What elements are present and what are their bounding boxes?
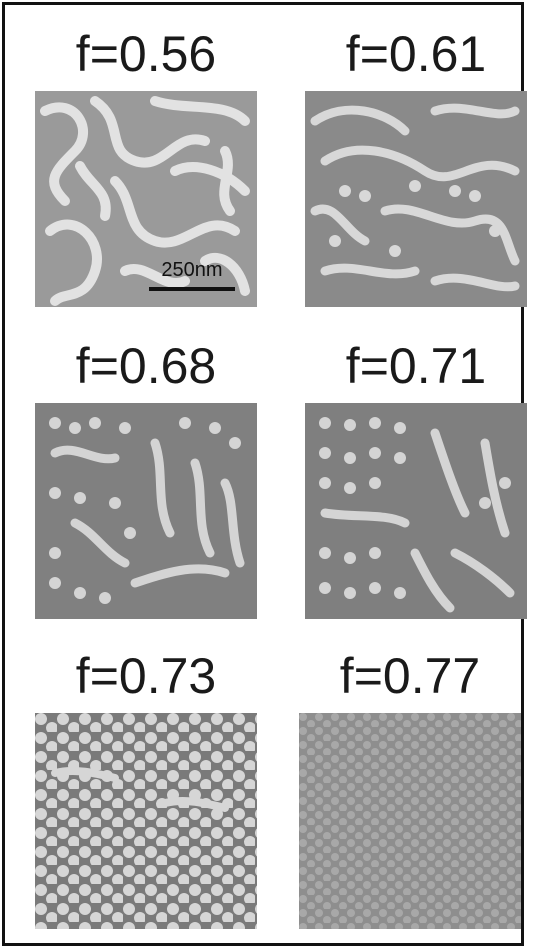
scale-bar-label: 250nm — [161, 259, 223, 281]
panel-label: f=0.68 — [75, 338, 217, 394]
micrograph-image — [305, 91, 527, 307]
panel-label: f=0.56 — [75, 26, 217, 82]
micrograph-image — [35, 403, 257, 619]
panel-f068: f=0.68 — [35, 341, 257, 631]
figure-frame: f=0.56 250nm — [2, 2, 527, 946]
panel-label: f=0.71 — [345, 338, 487, 394]
panel-label: f=0.73 — [75, 648, 217, 704]
panel-f073: f=0.73 — [35, 651, 257, 941]
micrograph-image — [299, 713, 521, 929]
panel-label: f=0.61 — [345, 26, 487, 82]
micrograph-image: 250nm — [35, 91, 257, 307]
panel-f061: f=0.61 — [305, 29, 527, 319]
scale-bar: 250nm — [145, 257, 245, 299]
micrograph-image — [305, 403, 527, 619]
panel-label: f=0.77 — [339, 648, 481, 704]
scale-bar-line — [149, 287, 235, 291]
micrograph-image — [35, 713, 257, 929]
panel-f071: f=0.71 — [305, 341, 527, 631]
panel-f077: f=0.77 — [299, 651, 521, 941]
panel-f056: f=0.56 250nm — [35, 29, 257, 319]
